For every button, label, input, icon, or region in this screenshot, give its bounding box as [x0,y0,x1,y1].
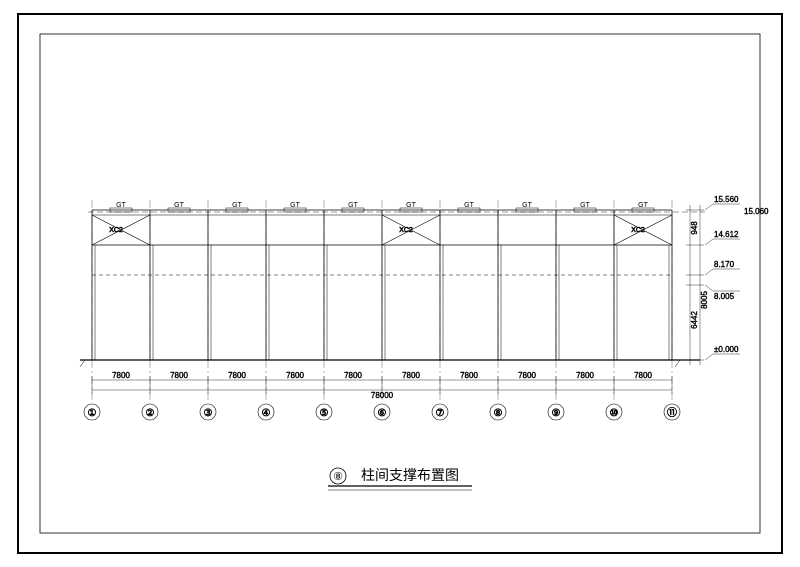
svg-text:⑧: ⑧ [333,471,343,483]
svg-text:948: 948 [690,221,699,235]
svg-text:XC2: XC2 [399,227,413,234]
svg-text:8.005: 8.005 [714,292,735,301]
svg-text:①: ① [88,408,97,419]
svg-text:15.060: 15.060 [744,207,769,216]
svg-text:7800: 7800 [634,371,652,380]
svg-text:⑨: ⑨ [552,408,561,419]
inner-frame [40,34,760,533]
svg-text:7800: 7800 [518,371,536,380]
svg-text:⑥: ⑥ [378,408,387,419]
svg-text:8005: 8005 [700,291,709,309]
drawing-canvas: GT GT GT GT GT GT GT GT GT GT [0,0,800,567]
gt-labels: GT GT GT GT GT GT GT GT GT GT [116,202,648,209]
svg-text:⑧: ⑧ [494,408,503,419]
svg-text:7800: 7800 [460,371,478,380]
svg-text:7800: 7800 [112,371,130,380]
svg-text:78000: 78000 [371,391,394,400]
svg-text:柱间支撑布置图: 柱间支撑布置图 [361,467,459,483]
right-dimensions: 15.560 15.060 14.612 8.170 8.005 ±0.000 … [686,195,769,365]
svg-text:7800: 7800 [286,371,304,380]
svg-text:XC2: XC2 [631,227,645,234]
svg-text:⑪: ⑪ [667,407,677,419]
svg-text:8.170: 8.170 [714,260,735,269]
svg-text:⑩: ⑩ [610,408,619,419]
svg-text:7800: 7800 [170,371,188,380]
svg-text:⑦: ⑦ [436,408,445,419]
elevation-drawing: GT GT GT GT GT GT GT GT GT GT [80,200,705,400]
svg-text:②: ② [146,408,155,419]
axis-bubbles: ① ② ③ ④ ⑤ ⑥ ⑦ ⑧ ⑨ ⑩ ⑪ [84,404,680,420]
svg-text:6442: 6442 [690,311,699,329]
svg-text:7800: 7800 [576,371,594,380]
svg-text:±0.000: ±0.000 [714,345,739,354]
bottom-dimensions: 7800 7800 7800 7800 7800 7800 7800 7800 … [92,371,672,400]
svg-text:⑤: ⑤ [320,408,329,419]
svg-text:7800: 7800 [402,371,420,380]
svg-text:④: ④ [262,408,271,419]
drawing-title: ⑧ 柱间支撑布置图 [328,467,472,490]
svg-text:7800: 7800 [344,371,362,380]
svg-text:7800: 7800 [228,371,246,380]
svg-text:XC2: XC2 [109,227,123,234]
svg-text:15.560: 15.560 [714,195,739,204]
svg-text:14.612: 14.612 [714,230,739,239]
svg-text:③: ③ [204,408,213,419]
